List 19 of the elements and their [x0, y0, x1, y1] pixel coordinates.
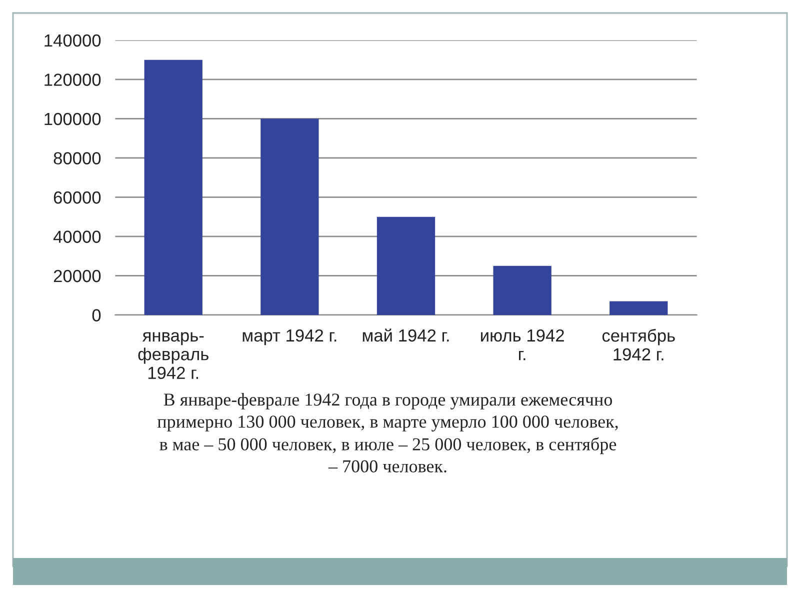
y-tick-label: 0	[92, 309, 101, 322]
bar	[144, 60, 202, 315]
bar	[376, 216, 436, 315]
y-tick-label: 60000	[54, 191, 101, 204]
x-tick-label: май 1942 г.	[362, 328, 449, 342]
bar	[493, 266, 552, 315]
y-tick-label: 100000	[44, 112, 101, 126]
y-tick-label: 120000	[44, 74, 101, 86]
y-tick-label: 40000	[53, 230, 101, 243]
y-tick-label: 20000	[54, 270, 101, 282]
x-tick-label: март 1942 г.	[242, 329, 336, 346]
bar	[610, 301, 668, 315]
y-tick-label: 140000	[44, 34, 101, 47]
x-tick-label: июль 1942 г.	[481, 329, 564, 360]
x-tick-label: сентябрь 1942 г.	[602, 328, 675, 360]
text: В январе-феврале 1942 года в городе умирали ежемесячно примерно 130 000 человек, в марте умерло 100 000 человек, в мае – 50 000 человек, в июле – 25 000 человек, в сентябре – 7000 человек.	[157, 393, 618, 472]
x-tick-label: январь- февраль 1942 г.	[138, 332, 208, 380]
bar	[260, 118, 319, 315]
y-tick-label: 80000	[54, 152, 101, 164]
